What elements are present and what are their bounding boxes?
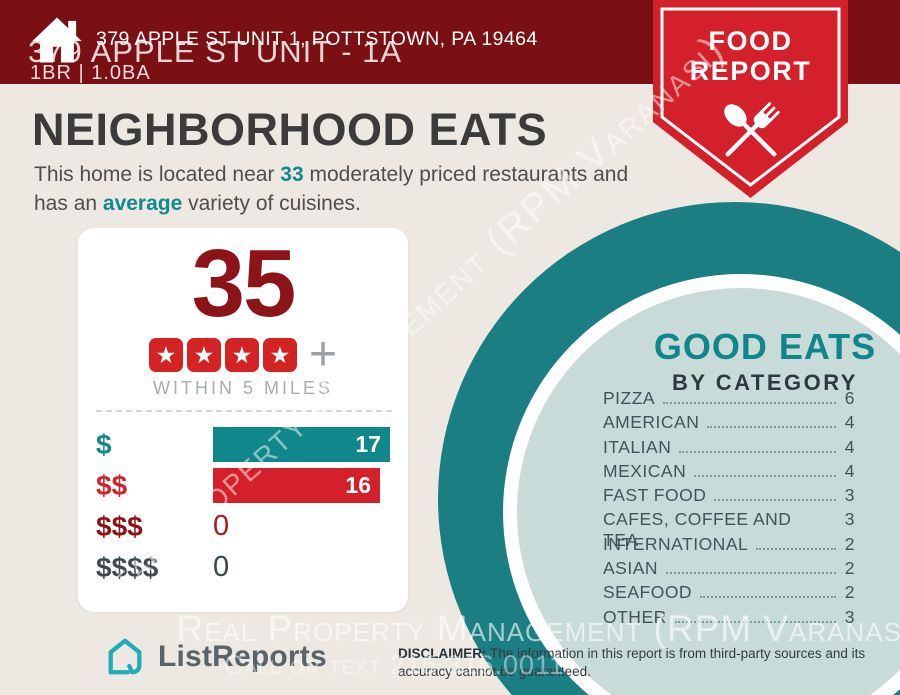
- category-count: 4: [844, 412, 855, 433]
- category-count: 4: [844, 460, 855, 481]
- price-tier-bar: 17: [213, 427, 390, 462]
- category-count: 2: [844, 533, 855, 554]
- category-label: MEXICAN: [603, 460, 687, 481]
- disclaimer: DISCLAIMER: The information in this repo…: [398, 645, 870, 680]
- dot-leader: [707, 426, 836, 429]
- category-label: OTHER: [603, 606, 667, 627]
- category-count: 6: [844, 388, 855, 408]
- star-icon: ★: [186, 338, 221, 372]
- listreports-logo: ListReports: [104, 636, 327, 678]
- restaurant-count-highlight: 33: [280, 163, 304, 186]
- house-icon: [32, 17, 82, 63]
- dashed-divider: [96, 410, 392, 412]
- page-title: NEIGHBORHOOD EATS: [32, 104, 548, 155]
- category-count: 2: [844, 582, 855, 603]
- category-row: PIZZA 6: [603, 388, 855, 412]
- price-tier-bar: 16: [213, 468, 380, 503]
- badge-title-line2: REPORT: [689, 56, 812, 86]
- disclaimer-label: DISCLAIMER:: [398, 646, 487, 661]
- restaurant-count: 35: [191, 230, 297, 337]
- category-count: 3: [844, 606, 855, 627]
- star-rating: ★ ★ ★ ★ +: [78, 328, 408, 381]
- price-tier-row: $$ 16: [78, 465, 408, 506]
- price-tier-value: 0: [213, 510, 230, 542]
- categories-circle-background: [517, 288, 900, 695]
- price-tier-row: $$$ 0: [78, 506, 408, 547]
- subtitle-text: variety of cuisines.: [182, 192, 361, 216]
- price-tier-label: $: [96, 428, 112, 460]
- category-label: AMERICAN: [603, 412, 700, 433]
- price-tier-row: $$$$ 0: [78, 547, 408, 588]
- badge-shield-shape: [653, 0, 848, 198]
- dot-leader: [714, 499, 836, 502]
- category-label: INTERNATIONAL: [603, 533, 749, 554]
- dot-leader: [756, 547, 836, 550]
- subtitle-text: moderately priced restaurants and has an: [34, 163, 629, 216]
- category-label: ITALIAN: [603, 436, 672, 457]
- price-tier-label: $$$$: [96, 551, 159, 583]
- category-row: MEXICAN 4: [603, 461, 855, 485]
- category-label: ASIAN: [603, 558, 659, 579]
- category-label: CAFES, COFFEE AND TEA: [603, 509, 792, 551]
- category-row: CAFES, COFFEE AND TEA 3: [603, 509, 855, 550]
- subtitle-text: This home is located near: [34, 163, 281, 186]
- listreports-wordmark: ListReports: [158, 640, 327, 673]
- page-subtitle: This home is located near 33 moderately …: [34, 160, 659, 219]
- categories-title: GOOD EATS: [653, 326, 877, 367]
- categories-header: GOOD EATS BY CATEGORY: [600, 326, 900, 396]
- restaurant-summary-card: 35 ★ ★ ★ ★ + WITHIN 5 MILES $ 17 $$ 16 $…: [78, 228, 408, 612]
- dot-leader: [679, 450, 836, 453]
- dot-leader: [663, 402, 836, 404]
- categories-list: PIZZA 6 AMERICAN 4 ITALIAN 4 MEXICAN 4 FAST …: [603, 388, 855, 631]
- category-count: 4: [844, 436, 855, 457]
- crossed-spoon-and-fork-icon: [724, 102, 780, 157]
- categories-subtitle: BY CATEGORY: [671, 370, 858, 395]
- property-address: 379 APPLE ST UNIT 1, POTTSTOWN, PA 19464: [96, 28, 538, 50]
- food-report-badge: FOOD REPORT: [653, 0, 848, 198]
- listreports-house-icon: [108, 638, 142, 675]
- category-label: FAST FOOD: [603, 485, 707, 506]
- star-icon: ★: [224, 338, 259, 372]
- category-row: AMERICAN 4: [603, 412, 855, 436]
- plus-icon: +: [308, 328, 338, 381]
- category-row: ASIAN 2: [603, 558, 855, 582]
- price-tier-value: 0: [213, 551, 230, 583]
- dot-leader: [700, 596, 836, 599]
- price-tier-chart: $ 17 $$ 16 $$$ 0 $$$$ 0: [78, 424, 408, 588]
- disclaimer-text: The information in this report is from t…: [398, 646, 866, 679]
- star-icon: ★: [148, 338, 183, 372]
- category-row: INTERNATIONAL 2: [603, 534, 855, 558]
- dot-leader: [666, 572, 836, 575]
- category-row: FAST FOOD 3: [603, 485, 855, 509]
- dot-leader: [694, 474, 836, 477]
- category-row: SEAFOOD 2: [603, 582, 855, 606]
- category-label: SEAFOOD: [603, 582, 693, 603]
- star-icon: ★: [262, 338, 297, 372]
- price-tier-row: $ 17: [78, 424, 408, 465]
- price-tier-label: $$$: [96, 510, 143, 542]
- category-count: 3: [844, 509, 855, 530]
- badge-title-line1: FOOD: [708, 26, 793, 56]
- category-label: PIZZA: [603, 388, 656, 408]
- category-row: ITALIAN 4: [603, 437, 855, 461]
- dot-leader: [674, 620, 836, 623]
- radius-label: WITHIN 5 MILES: [152, 378, 333, 398]
- category-count: 3: [844, 485, 855, 506]
- category-count: 2: [844, 558, 855, 579]
- variety-highlight: average: [102, 192, 183, 216]
- category-row: OTHER 3: [603, 607, 855, 631]
- price-tier-label: $$: [96, 469, 128, 501]
